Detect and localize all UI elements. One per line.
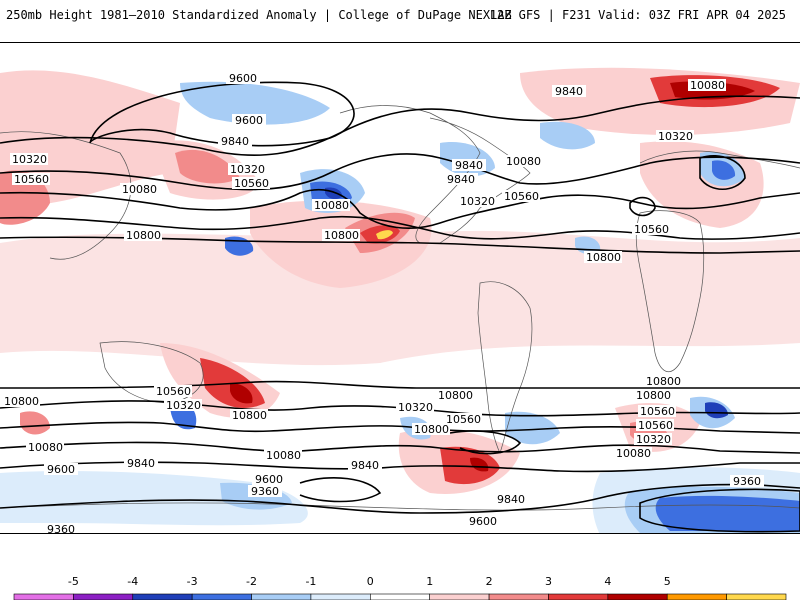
- contour-label: 10320: [636, 433, 671, 446]
- contour-label: 10320: [166, 399, 201, 412]
- contour-label: 9840: [555, 85, 583, 98]
- colorbar-svg: -5 -4 -3 -2 -1 0 1 2 3 4 5: [0, 560, 800, 600]
- contour-label: 10800: [4, 395, 39, 408]
- contour-label: 10800: [324, 229, 359, 242]
- contour-label: 10560: [234, 177, 269, 190]
- contour-label: 10320: [658, 130, 693, 143]
- contour-label: 10320: [12, 153, 47, 166]
- contour-label: 9600: [47, 463, 75, 476]
- contour-label: 10080: [616, 447, 651, 460]
- contour-label: 10080: [314, 199, 349, 212]
- colorbar-segment: [252, 594, 311, 600]
- anomaly-map: 9600 9600 9840 9840 10080 10320 10320 10…: [0, 42, 800, 534]
- contour-label: 10080: [122, 183, 157, 196]
- contour-label: 10560: [14, 173, 49, 186]
- colorbar-segment: [192, 594, 251, 600]
- contour-label: 10800: [414, 423, 449, 436]
- colorbar-tick-label: 0: [367, 575, 374, 588]
- contour-label: 10800: [646, 375, 681, 388]
- colorbar-segment: [608, 594, 667, 600]
- contour-label: 10320: [230, 163, 265, 176]
- contour-label: 9840: [351, 459, 379, 472]
- contour-label: 10800: [232, 409, 267, 422]
- colorbar-segment: [727, 594, 786, 600]
- contour-label: 9600: [469, 515, 497, 528]
- contour-label: 10800: [438, 389, 473, 402]
- colorbar-segment: [548, 594, 607, 600]
- colorbar-segment: [370, 594, 429, 600]
- contour-label: 9840: [127, 457, 155, 470]
- colorbar-tick-label: 3: [545, 575, 552, 588]
- colorbar-tick-label: 1: [426, 575, 433, 588]
- contour-label: 10560: [504, 190, 539, 203]
- contour-label: 10080: [690, 79, 725, 92]
- colorbar-tick-label: 2: [486, 575, 493, 588]
- colorbar-tick-label: -3: [187, 575, 198, 588]
- contour-label: 10080: [266, 449, 301, 462]
- contour-label: 9840: [497, 493, 525, 506]
- colorbar-tick-label: -4: [127, 575, 138, 588]
- negative-anomaly-region: [656, 496, 800, 531]
- contour-label: 10800: [586, 251, 621, 264]
- contour-label: 9360: [251, 485, 279, 498]
- colorbar-segment: [489, 594, 548, 600]
- contour-label: 10320: [460, 195, 495, 208]
- map-header: 250mb Height 1981–2010 Standardized Anom…: [0, 0, 800, 30]
- contour-label: 9600: [229, 72, 257, 85]
- colorbar-segments: [14, 594, 786, 600]
- contour-label: 9360: [47, 523, 75, 534]
- contour-label: 10560: [634, 223, 669, 236]
- model-run-info: 12Z GFS | F231 Valid: 03Z FRI APR 04 202…: [490, 8, 786, 22]
- contour-label: 10560: [446, 413, 481, 426]
- contour-label: 10800: [126, 229, 161, 242]
- colorbar-segment: [311, 594, 370, 600]
- colorbar-segment: [73, 594, 132, 600]
- contour-label: 9840: [447, 173, 475, 186]
- colorbar-tick-label: -2: [246, 575, 257, 588]
- colorbar-tick-label: -1: [305, 575, 316, 588]
- colorbar-tick-label: 5: [664, 575, 671, 588]
- contour-label: 10080: [506, 155, 541, 168]
- colorbar: -5 -4 -3 -2 -1 0 1 2 3 4 5: [0, 560, 800, 600]
- contour-label: 9840: [455, 159, 483, 172]
- contour-label: 10320: [398, 401, 433, 414]
- contour-label: 10800: [636, 389, 671, 402]
- colorbar-segment: [430, 594, 489, 600]
- colorbar-segment: [14, 594, 73, 600]
- contour-label: 10560: [640, 405, 675, 418]
- colorbar-tick-label: -5: [68, 575, 79, 588]
- colorbar-segment: [667, 594, 726, 600]
- colorbar-ticks: -5 -4 -3 -2 -1 0 1 2 3 4 5: [68, 575, 671, 588]
- contour-label: 10080: [28, 441, 63, 454]
- colorbar-tick-label: 4: [604, 575, 611, 588]
- contour-label: 10560: [638, 419, 673, 432]
- map-title: 250mb Height 1981–2010 Standardized Anom…: [6, 8, 512, 22]
- contour-label: 10560: [156, 385, 191, 398]
- contour-label: 9600: [235, 114, 263, 127]
- colorbar-segment: [133, 594, 192, 600]
- contour-label: 9360: [733, 475, 761, 488]
- anomaly-map-svg: 9600 9600 9840 9840 10080 10320 10320 10…: [0, 43, 800, 534]
- contour-label: 9840: [221, 135, 249, 148]
